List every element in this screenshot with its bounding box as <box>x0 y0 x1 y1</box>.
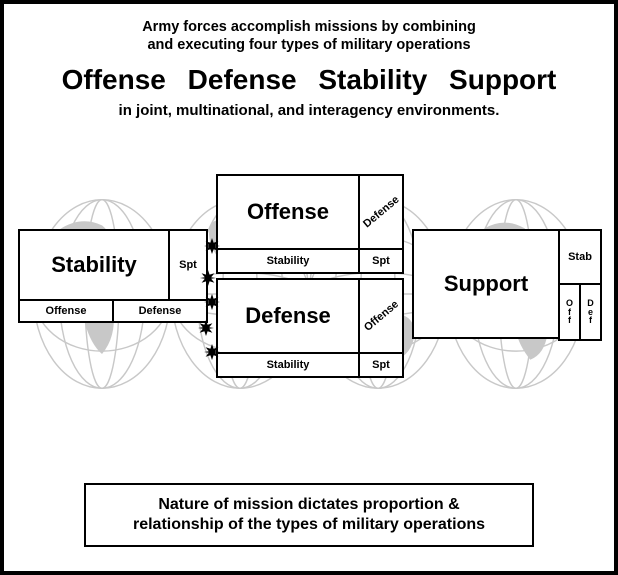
figure-frame: Army forces accomplish missions by combi… <box>0 0 618 575</box>
stability-box: Stability Spt Offense Defense <box>18 229 206 321</box>
support-main: Support <box>444 271 528 297</box>
starburst-icon <box>204 294 220 310</box>
stability-spt: Spt <box>179 259 197 271</box>
starburst-icon <box>204 344 220 360</box>
offense-box: Offense Defense Stability Spt <box>216 174 402 272</box>
stability-offense: Offense <box>46 305 87 317</box>
starburst-icon <box>200 270 216 286</box>
caption-line-1: Nature of mission dictates proportion & <box>158 496 459 513</box>
stability-defense: Defense <box>139 305 182 317</box>
support-box: Support Stab Off Def <box>412 229 600 339</box>
defense-box: Defense Offense Stability Spt <box>216 278 402 376</box>
offense-main: Offense <box>247 199 329 225</box>
intro-line-2: and executing four types of military ope… <box>147 37 470 53</box>
defense-spt: Spt <box>372 359 390 371</box>
support-stab: Stab <box>568 251 592 263</box>
defense-offense-diag: Offense <box>361 298 400 334</box>
header: Army forces accomplish missions by combi… <box>4 4 614 119</box>
subheading: in joint, multinational, and interagency… <box>34 102 584 119</box>
caption-box: Nature of mission dictates proportion & … <box>84 483 534 547</box>
support-off: Off <box>566 299 573 325</box>
defense-main: Defense <box>245 303 331 329</box>
operations-title: Offense Defense Stability Support <box>34 64 584 96</box>
intro-line-1: Army forces accomplish missions by combi… <box>142 19 476 35</box>
offense-stability: Stability <box>267 255 310 267</box>
defense-stability: Stability <box>267 359 310 371</box>
support-def: Def <box>587 299 594 325</box>
offense-defense-diag: Defense <box>361 194 401 231</box>
starburst-icon <box>198 320 214 336</box>
caption-line-2: relationship of the types of military op… <box>133 516 485 533</box>
intro-text: Army forces accomplish missions by combi… <box>34 18 584 54</box>
offense-spt: Spt <box>372 255 390 267</box>
starburst-icon <box>204 238 220 254</box>
diagram-area: Stability Spt Offense Defense Offense De… <box>4 174 614 434</box>
stability-main: Stability <box>51 252 137 278</box>
